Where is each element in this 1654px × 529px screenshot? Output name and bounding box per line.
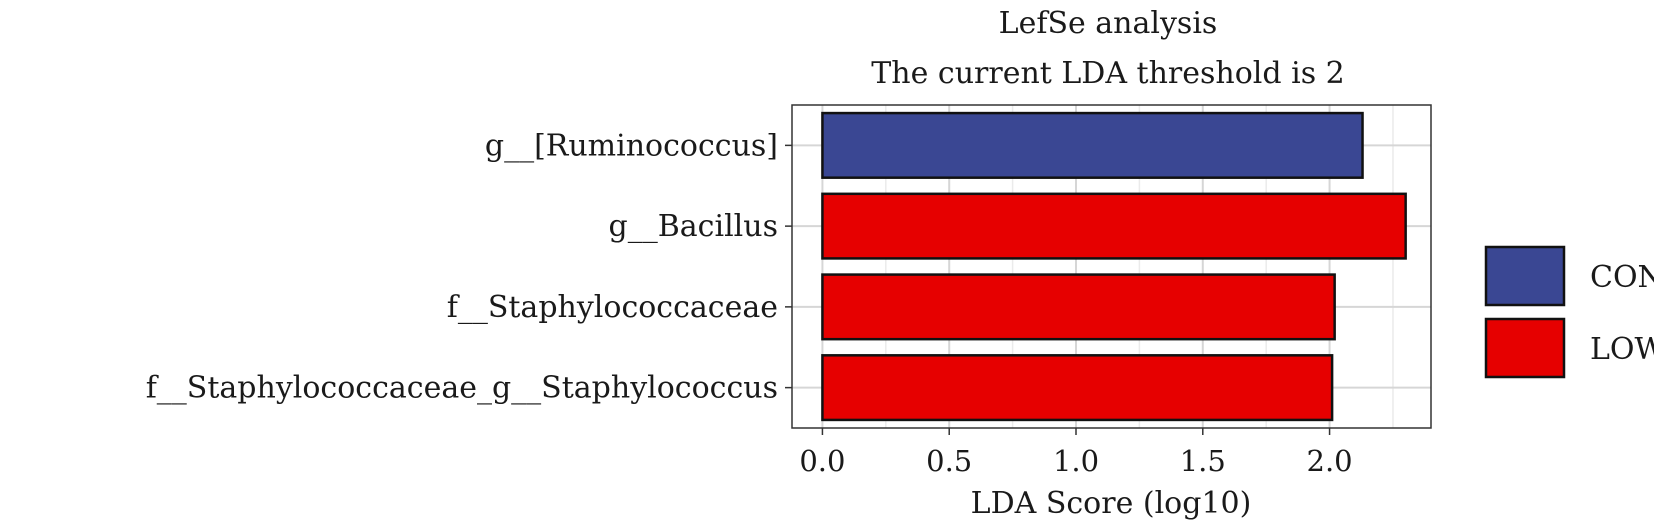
chart-subtitle: The current LDA threshold is 2 [871,56,1344,91]
bar [821,111,1364,179]
bar [821,273,1336,341]
x-tick-label: 1.5 [1180,444,1226,478]
x-axis-title: LDA Score (log10) [971,486,1252,521]
y-tick-label: f__Staphylococcaceae_g__Staphylococcus [146,371,778,406]
bars [821,111,1407,422]
y-tick-label: f__Staphylococcaceae [447,290,778,325]
x-tick-label: 2.0 [1307,444,1353,478]
x-tick-label: 0.0 [799,444,845,478]
x-tick-label: 0.5 [926,444,972,478]
bar [821,192,1407,260]
y-tick-label: g__Bacillus [609,209,778,244]
legend-swatch [1484,317,1566,379]
x-axis: 0.0 0.5 1.0 1.5 2.0 [799,428,1353,478]
y-axis: g__[Ruminococcus] g__Bacillus f__Staphyloc… [146,128,792,406]
legend-swatch [1484,245,1566,307]
legend-label: LOW [1590,332,1654,367]
y-tick-label: g__[Ruminococcus] [485,128,778,163]
chart-title: LefSe analysis [999,6,1218,41]
plot-border [791,104,1432,429]
legend-label: CON [1590,260,1654,295]
bar [821,354,1334,422]
legend: CON LOW [1484,245,1654,379]
x-tick-label: 1.0 [1053,444,1099,478]
